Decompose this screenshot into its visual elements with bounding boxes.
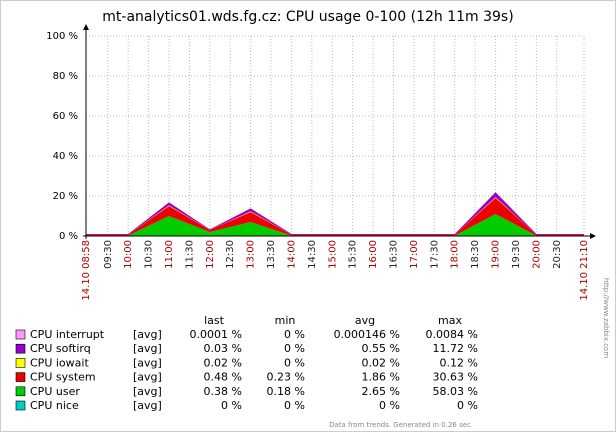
legend-stat: 11.72 %	[433, 342, 478, 355]
legend-stat: 0.23 %	[267, 371, 305, 384]
x-tick-label: 09:30	[103, 240, 114, 269]
legend-stat: 0.0001 %	[190, 328, 242, 341]
legend-header: last	[204, 314, 225, 327]
x-tick-label: 13:00	[246, 240, 257, 269]
legend-stat: 0.55 %	[362, 342, 400, 355]
legend-stat: [avg]	[133, 385, 162, 398]
x-tick-label: 20:30	[552, 240, 563, 269]
legend-label: CPU nice	[30, 399, 79, 412]
legend-stat: [avg]	[133, 342, 162, 355]
legend-swatch	[15, 358, 26, 368]
y-tick-label: 0 %	[59, 231, 78, 242]
legend-header: min	[275, 314, 296, 327]
area	[86, 214, 584, 236]
x-tick-label: 14:00	[286, 240, 297, 269]
axis-arrow	[83, 24, 89, 30]
y-tick-label: 60 %	[53, 111, 78, 122]
legend-stat: 0 %	[457, 399, 478, 412]
legend-label: CPU user	[30, 385, 80, 398]
x-tick-label: 14:30	[307, 240, 318, 269]
legend-stat: 0 %	[284, 356, 305, 369]
legend-stat: 0.02 %	[204, 356, 242, 369]
y-tick-label: 20 %	[53, 191, 78, 202]
x-tick-label: 15:00	[327, 240, 338, 269]
plot-area	[86, 36, 584, 236]
legend-stat: [avg]	[133, 371, 162, 384]
legend-stat: [avg]	[133, 328, 162, 341]
legend-stat: 0.18 %	[267, 385, 305, 398]
legend-stat: 30.63 %	[433, 371, 478, 384]
legend-stat: 0.38 %	[204, 385, 242, 398]
legend-swatch	[15, 400, 26, 411]
legend-swatch	[15, 343, 26, 354]
legend-header: avg	[355, 314, 375, 327]
y-tick-label: 80 %	[53, 71, 78, 82]
legend-swatch	[15, 386, 26, 397]
x-tick-label: 12:30	[225, 240, 236, 269]
y-tick-label: 40 %	[53, 151, 78, 162]
x-tick-label: 12:00	[205, 240, 216, 269]
legend-stat: 0 %	[379, 399, 400, 412]
x-tick-label: 17:00	[409, 240, 420, 269]
x-tick-label: 11:00	[164, 240, 175, 269]
legend-stat: [avg]	[133, 399, 162, 412]
x-tick-label: 13:30	[266, 240, 277, 269]
chart-title: mt-analytics01.wds.fg.cz: CPU usage 0-10…	[102, 9, 513, 25]
legend-stat: 0 %	[221, 399, 242, 412]
footer: Data from trends. Generated in 0.26 sec	[329, 421, 471, 429]
x-tick-label: 16:00	[368, 240, 379, 269]
area	[86, 198, 584, 236]
legend-stat: 0.0084 %	[426, 328, 478, 341]
x-tick-label: 16:30	[389, 240, 400, 269]
legend-swatch	[15, 372, 26, 382]
y-tick-label: 100 %	[46, 31, 78, 42]
legend-header: max	[438, 314, 462, 327]
x-tick-label: 14.10 08:58	[81, 240, 92, 301]
x-tick-label: 18:30	[470, 240, 481, 269]
legend-label: CPU interrupt	[30, 328, 105, 341]
x-tick-label: 10:00	[123, 240, 134, 269]
x-tick-label: 14.10 21:10	[579, 240, 590, 301]
legend-label: CPU softirq	[30, 342, 91, 355]
legend-label: CPU iowait	[30, 356, 89, 369]
legend-stat: 0 %	[284, 342, 305, 355]
legend-stat: 0.12 %	[440, 356, 478, 369]
legend-stat: 0.000146 %	[334, 328, 400, 341]
x-tick-label: 18:00	[450, 240, 461, 269]
x-tick-label: 15:30	[348, 240, 359, 269]
side-note: http://www.zabbix.com	[602, 278, 610, 358]
x-tick-label: 19:30	[511, 240, 522, 269]
legend-stat: 0.48 %	[204, 371, 242, 384]
legend-stat: 0 %	[284, 328, 305, 341]
x-tick-label: 10:30	[144, 240, 155, 269]
legend-stat: [avg]	[133, 356, 162, 369]
x-tick-label: 17:30	[429, 240, 440, 269]
legend-stat: 58.03 %	[433, 385, 478, 398]
x-tick-label: 20:00	[531, 240, 542, 269]
legend-stat: 0 %	[284, 399, 305, 412]
legend-stat: 2.65 %	[362, 385, 400, 398]
x-tick-label: 11:30	[184, 240, 195, 269]
axis-arrow	[590, 233, 596, 239]
legend-label: CPU system	[30, 371, 96, 384]
legend-stat: 0.02 %	[362, 356, 400, 369]
area	[86, 192, 584, 235]
legend-swatch	[15, 329, 26, 340]
legend-stat: 1.86 %	[362, 371, 400, 384]
x-tick-label: 19:00	[491, 240, 502, 269]
legend-stat: 0.03 %	[204, 342, 242, 355]
